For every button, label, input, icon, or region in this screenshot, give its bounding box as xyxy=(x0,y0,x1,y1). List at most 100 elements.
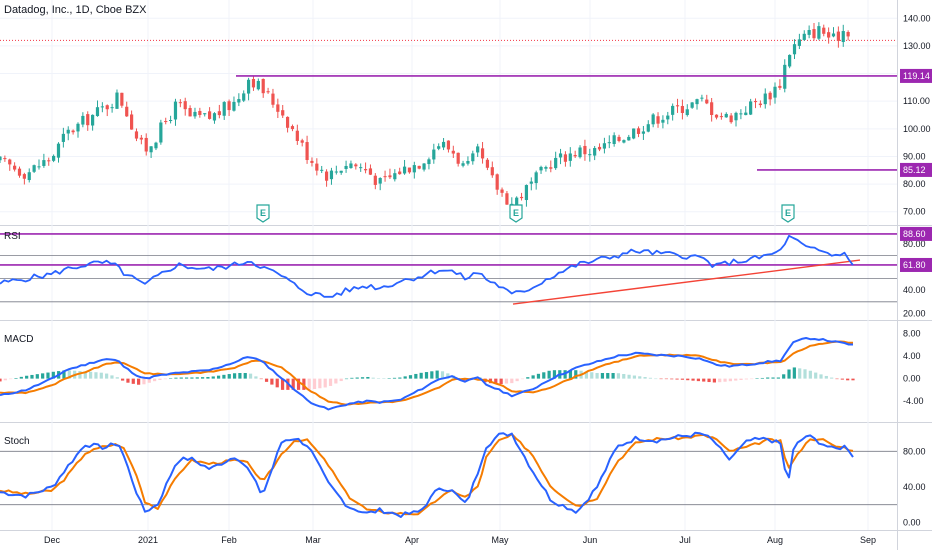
rsi-level-tag-label: 61.80 xyxy=(903,260,926,270)
macd-histogram-bar xyxy=(632,375,637,379)
macd-histogram-bar xyxy=(499,378,503,385)
candle-body xyxy=(641,131,646,134)
macd-histogram-bar xyxy=(638,376,642,379)
candle-body xyxy=(339,170,343,173)
macd-histogram-bar xyxy=(307,378,311,390)
candle-body xyxy=(485,159,490,168)
macd-histogram-bar xyxy=(766,377,770,379)
candle-body xyxy=(846,31,850,37)
candle-body xyxy=(398,171,402,175)
candle-body xyxy=(446,140,451,150)
macd-pane-label: MACD xyxy=(4,334,34,345)
candle-body xyxy=(261,78,265,94)
candle-body xyxy=(519,196,524,199)
x-tick-label: Jul xyxy=(679,535,691,545)
candle-body xyxy=(125,106,129,117)
price-tick-label: 70.00 xyxy=(903,207,926,217)
macd-histogram-bar xyxy=(430,371,434,379)
macd-histogram-bar xyxy=(664,378,669,380)
macd-histogram-bar xyxy=(622,373,626,379)
macd-histogram-bar xyxy=(808,370,812,379)
candle-body xyxy=(251,78,256,88)
macd-histogram-bar xyxy=(248,373,253,379)
macd-histogram-bar xyxy=(760,377,764,379)
macd-histogram-bar xyxy=(89,371,93,379)
macd-histogram-bar xyxy=(712,378,716,383)
candle-body xyxy=(373,175,377,185)
candle-body xyxy=(37,166,41,168)
candle-body xyxy=(773,86,777,98)
candle-body xyxy=(402,166,407,174)
x-tick-label: Dec xyxy=(44,535,61,545)
macd-histogram-bar xyxy=(115,377,119,379)
macd-tick-label: -4.00 xyxy=(903,396,924,406)
candle-body xyxy=(632,128,636,139)
candle-body xyxy=(573,155,577,157)
candle-body xyxy=(812,29,816,39)
macd-histogram-bar xyxy=(600,373,605,379)
candle-body xyxy=(831,33,836,37)
candle-body xyxy=(76,123,80,132)
macd-histogram-bar xyxy=(611,373,615,379)
macd-histogram-bar xyxy=(131,378,135,384)
candle-body xyxy=(285,116,290,128)
macd-histogram-bar xyxy=(264,378,269,382)
candle-body xyxy=(456,152,460,164)
macd-histogram-bar xyxy=(174,377,178,379)
macd-histogram-bar xyxy=(419,372,423,379)
macd-histogram-bar xyxy=(371,377,375,379)
macd-histogram-bar xyxy=(291,378,295,390)
candle-body xyxy=(359,167,363,169)
macd-histogram-bar xyxy=(851,378,855,381)
candle-body xyxy=(295,130,299,141)
macd-histogram-bar xyxy=(296,378,301,390)
price-tick-label: 140.00 xyxy=(903,13,931,23)
macd-histogram-bar xyxy=(318,378,322,389)
macd-histogram-bar xyxy=(686,378,690,381)
macd-histogram-bar xyxy=(547,370,551,379)
candle-body xyxy=(739,113,743,115)
macd-histogram-bar xyxy=(542,372,546,379)
candle-body xyxy=(222,102,226,116)
macd-histogram-bar xyxy=(424,372,429,379)
macd-histogram-bar xyxy=(574,370,578,379)
macd-histogram-bar xyxy=(835,378,839,380)
price-tick-label: 130.00 xyxy=(903,41,931,51)
stoch-pane-label: Stoch xyxy=(4,436,30,447)
candle-body xyxy=(154,142,158,149)
macd-histogram-bar xyxy=(238,373,242,379)
macd-histogram-bar xyxy=(680,378,684,380)
macd-histogram-bar xyxy=(744,378,748,380)
macd-histogram-bar xyxy=(211,376,215,379)
macd-histogram-bar xyxy=(408,375,413,379)
macd-histogram-bar xyxy=(67,370,71,379)
candle-body xyxy=(651,114,655,125)
macd-histogram-bar xyxy=(0,378,2,382)
macd-histogram-bar xyxy=(387,378,391,379)
candle-body xyxy=(281,110,285,116)
candle-body xyxy=(602,143,607,149)
candle-body xyxy=(588,154,592,156)
candle-body xyxy=(417,165,421,169)
macd-histogram-bar xyxy=(691,378,695,381)
candle-body xyxy=(495,174,499,190)
candle-body xyxy=(227,101,231,111)
macd-histogram-bar xyxy=(755,378,759,379)
candle-body xyxy=(744,112,748,116)
x-tick-label: Sep xyxy=(860,535,876,545)
candle-body xyxy=(749,101,753,115)
macd-histogram-bar xyxy=(824,375,828,379)
macd-histogram-bar xyxy=(334,378,338,384)
macd-histogram-bar xyxy=(99,372,103,379)
level-price-tag xyxy=(900,162,932,177)
macd-histogram-bar xyxy=(750,378,754,380)
candle-body xyxy=(8,159,12,165)
candle-body xyxy=(61,133,65,142)
candle-body xyxy=(666,115,670,120)
candle-body xyxy=(412,165,416,173)
candle-body xyxy=(627,136,631,141)
macd-histogram-bar xyxy=(643,377,647,379)
macd-histogram-bar xyxy=(126,378,130,383)
macd-histogram-bar xyxy=(734,378,738,381)
